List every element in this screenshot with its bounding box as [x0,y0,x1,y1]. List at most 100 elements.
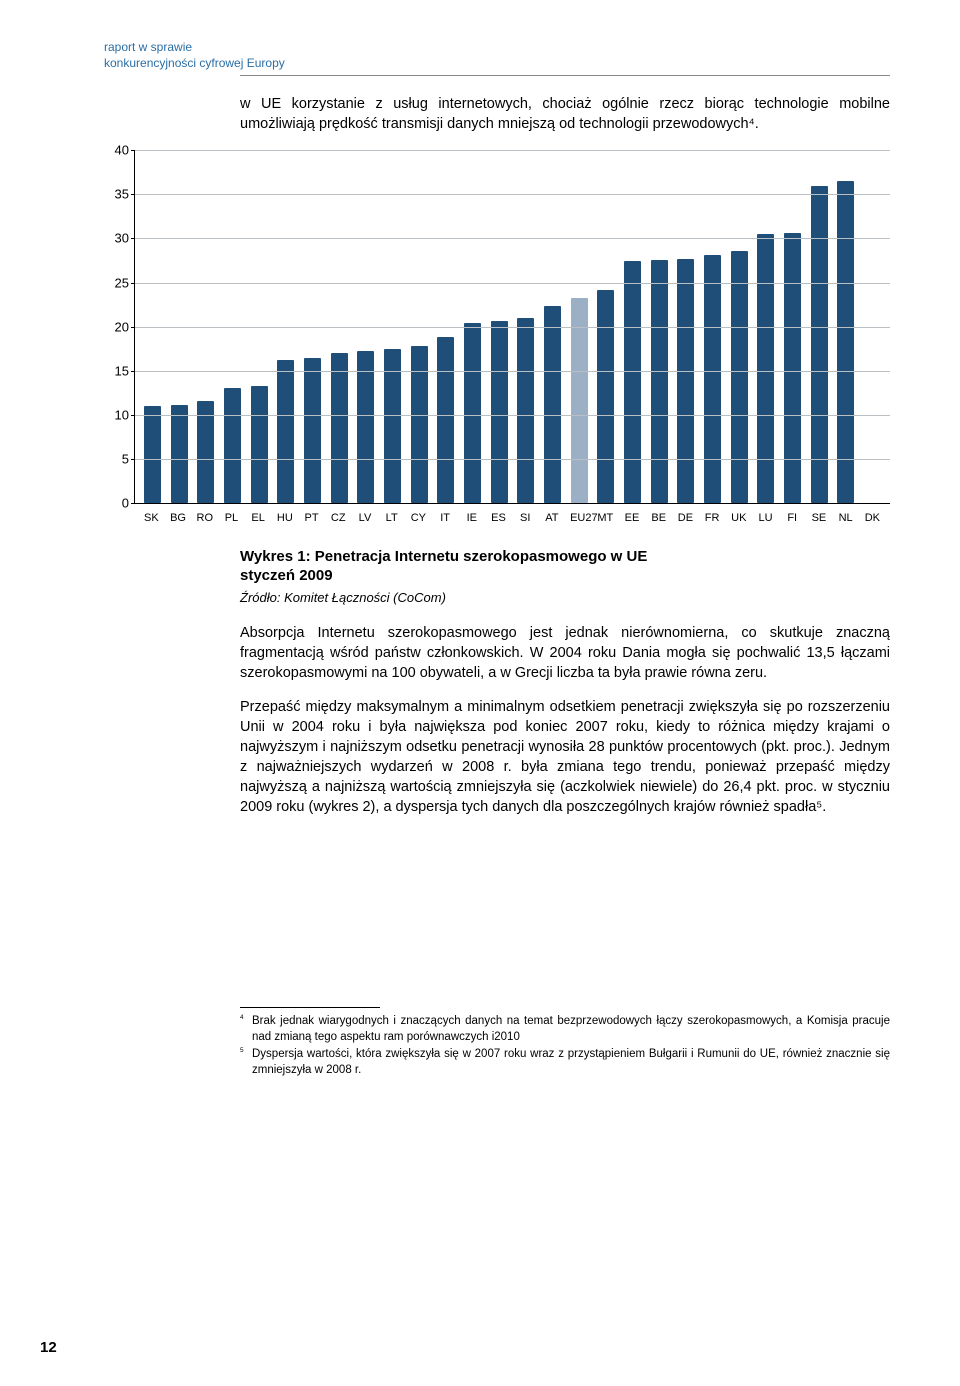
header-title: raport w sprawie konkurencyjności cyfrow… [70,40,890,71]
footnote-5-num: 5 [240,1047,252,1078]
chart-bar [651,260,668,504]
chart-xlabel: LU [757,508,774,530]
chart-bar [304,358,321,503]
chart-gridline [135,459,890,460]
chart-xlabel: CZ [330,508,347,530]
header-line2: konkurencyjności cyfrowej Europy [104,56,285,70]
footnote-4-text: Brak jednak wiarygodnych i znaczących da… [252,1014,890,1045]
chart-ytick-label: 25 [105,275,129,290]
chart-xlabel: EE [624,508,641,530]
chart-bar [517,318,534,503]
chart-bar [384,349,401,503]
chart-xlabel: CY [410,508,427,530]
body-p1: Absorpcja Internetu szerokopasmowego jes… [240,623,890,683]
chart-ytick-mark [131,459,135,460]
chart-gridline [135,283,890,284]
chart-ytick-label: 0 [105,496,129,511]
chart-xlabel: UK [730,508,747,530]
chart-ytick-mark [131,283,135,284]
chart-ytick-label: 10 [105,407,129,422]
chart-ytick-mark [131,327,135,328]
chart-bar [491,321,508,503]
chart-bar [331,353,348,503]
chart-bar [437,337,454,503]
chart-ytick-mark [131,194,135,195]
chart-gridline [135,238,890,239]
chart-bar [464,323,481,503]
chart-xlabel: DE [677,508,694,530]
chart-xlabel: SK [143,508,160,530]
header-rule [240,75,890,76]
chart-bar [411,346,428,503]
body-text: Absorpcja Internetu szerokopasmowego jes… [240,623,890,817]
chart-xlabel: PT [303,508,320,530]
chart-xlabel: DK [864,508,881,530]
chart-bar [144,406,161,503]
footnotes: 4 Brak jednak wiarygodnych i znaczących … [240,1007,890,1078]
chart-ytick-label: 15 [105,363,129,378]
footnote-rule [240,1007,380,1008]
caption-title: Wykres 1: Penetracja Internetu szerokopa… [240,548,890,565]
chart-xlabel: BG [170,508,187,530]
chart-gridline [135,327,890,328]
intro-paragraph: w UE korzystanie z usług internetowych, … [240,94,890,134]
footnote-4-num: 4 [240,1014,252,1045]
chart-ytick-label: 30 [105,231,129,246]
chart-bar [677,259,694,503]
chart-bar [357,351,374,503]
chart-xlabel: AT [543,508,560,530]
chart-xlabel: RO [196,508,213,530]
chart-xlabel: FR [704,508,721,530]
chart-ytick-label: 5 [105,452,129,467]
chart-bar [624,261,641,503]
chart-ytick-label: 35 [105,187,129,202]
caption-subtitle: styczeń 2009 [240,567,890,584]
page-number: 12 [40,1339,57,1356]
chart-bar [837,181,854,503]
header-line1: raport w sprawie [104,40,192,54]
chart-bar [251,386,268,503]
chart-bar [597,290,614,504]
chart-xlabel: LV [356,508,373,530]
chart-x-labels: SKBGROPLELHUPTCZLVLTCYITIEESSIATEU27MTEE… [134,508,890,530]
chart-bar [704,255,721,503]
footnote-4: 4 Brak jednak wiarygodnych i znaczących … [240,1014,890,1045]
chart-xlabel: IT [437,508,454,530]
chart-bar [757,234,774,503]
chart-bar [197,401,214,503]
page: raport w sprawie konkurencyjności cyfrow… [0,0,960,1386]
chart-container: 0510152025303540 SKBGROPLELHUPTCZLVLTCYI… [100,150,890,530]
chart-xlabel: NL [837,508,854,530]
chart-xlabel: SE [810,508,827,530]
chart-xlabel: FI [784,508,801,530]
body-p2: Przepaść między maksymalnym a minimalnym… [240,697,890,817]
chart-ytick-mark [131,150,135,151]
chart-bar [731,251,748,503]
chart-bar [224,388,241,503]
intro-block: w UE korzystanie z usług internetowych, … [240,94,890,134]
chart-gridline [135,371,890,372]
chart-xlabel: EU27 [570,508,587,530]
chart-bar [571,298,588,504]
chart-xlabel: LT [383,508,400,530]
chart-bar [811,186,828,504]
chart-xlabel: BE [650,508,667,530]
chart-ytick-mark [131,238,135,239]
footnote-5-text: Dyspersja wartości, która zwiększyła się… [252,1047,890,1078]
chart-xlabel: IE [463,508,480,530]
chart-gridline [135,150,890,151]
chart-gridline [135,194,890,195]
chart-bar [544,306,561,504]
chart-ytick-label: 40 [105,143,129,158]
bar-chart: 0510152025303540 SKBGROPLELHUPTCZLVLTCYI… [100,150,890,530]
caption-source: Źródło: Komitet Łączności (CoCom) [240,590,890,605]
chart-xlabel: HU [276,508,293,530]
chart-gridline [135,415,890,416]
chart-xlabel: PL [223,508,240,530]
chart-xlabel: SI [517,508,534,530]
footnote-5: 5 Dyspersja wartości, która zwiększyła s… [240,1047,890,1078]
chart-ytick-label: 20 [105,319,129,334]
chart-xlabel: MT [597,508,614,530]
page-header: raport w sprawie konkurencyjności cyfrow… [70,40,890,76]
chart-ytick-mark [131,371,135,372]
